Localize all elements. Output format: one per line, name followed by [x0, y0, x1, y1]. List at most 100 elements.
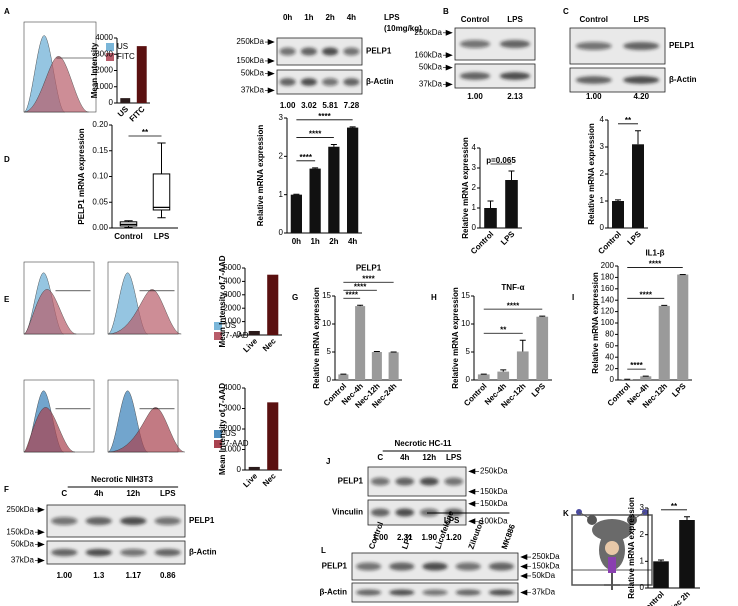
band — [623, 42, 660, 50]
band — [154, 517, 181, 525]
marker-arrow — [35, 529, 45, 536]
marker-arrow — [520, 589, 531, 596]
band — [300, 78, 317, 86]
panel-label: E — [4, 295, 10, 304]
histogram-curve — [23, 407, 75, 453]
marker-label: 37kDa — [532, 588, 556, 597]
row-label: β-Actin — [669, 75, 697, 84]
x-tick-label: Control — [114, 232, 142, 241]
x-tick-label: LPS — [154, 232, 170, 241]
bar — [658, 305, 670, 380]
lane-label: 12h — [126, 489, 140, 498]
marker-label: 160kDa — [414, 50, 442, 59]
legend-label: US — [225, 429, 236, 438]
y-tick-label: 4000 — [95, 33, 113, 42]
blot-header: (10mg/kg) — [384, 24, 422, 33]
marker-label: 50kDa — [532, 571, 556, 580]
band — [395, 477, 415, 486]
y-tick-label: 2000 — [223, 303, 241, 312]
y-tick-label: 4 — [600, 115, 605, 124]
lane-label: C — [377, 453, 383, 462]
y-tick-label: 3 — [279, 113, 284, 122]
lane-label: 12h — [422, 453, 436, 462]
y-tick-label: 1 — [279, 190, 284, 199]
lane-label: C — [61, 489, 67, 498]
significance-label: ** — [142, 128, 149, 137]
error-bar — [312, 167, 319, 169]
y-tick-label: 0.20 — [92, 120, 108, 129]
group-label: LPS — [444, 516, 460, 525]
chart-title: TNF-α — [501, 283, 524, 292]
significance-label: **** — [362, 274, 375, 283]
bar — [371, 352, 382, 380]
row-label: β-Actin — [366, 77, 394, 86]
legend-swatch — [106, 43, 114, 51]
marker-label: 250kDa — [480, 466, 508, 475]
panel-label: J — [326, 457, 330, 466]
y-tick-label: 2 — [640, 530, 645, 539]
significance-label: ** — [500, 325, 507, 334]
lane-label: LPS — [160, 489, 176, 498]
bar — [677, 274, 689, 380]
quantification: 1.00 — [280, 101, 296, 110]
quantification: 7.28 — [344, 101, 360, 110]
row-label: PELP1 — [338, 477, 364, 486]
y-axis-label: Mean Intensity of 7-AAD — [218, 255, 227, 347]
chart-title: PELP1 — [356, 263, 382, 272]
panel-label: D — [4, 155, 10, 164]
marker-label: 150kDa — [480, 499, 508, 508]
quantification: 1.90 — [421, 533, 437, 542]
significance-label: **** — [354, 282, 367, 291]
y-tick-label: 140 — [601, 295, 615, 304]
y-tick-label: 4000 — [223, 277, 241, 286]
bar — [653, 561, 669, 588]
y-tick-label: 0.00 — [92, 223, 108, 232]
lane-label: 0h — [283, 13, 292, 22]
error-bar — [658, 559, 664, 562]
panel-label: A — [4, 7, 10, 16]
significance-label: **** — [640, 290, 653, 299]
significance-label: ** — [625, 116, 632, 125]
quantification: 4.20 — [633, 92, 649, 101]
y-tick-label: 5 — [466, 347, 471, 356]
y-tick-label: 0 — [237, 465, 242, 474]
quantification: 1.3 — [93, 571, 105, 580]
marker-arrow — [520, 563, 531, 570]
band — [422, 589, 448, 596]
mouse-cartoon — [571, 509, 653, 590]
band — [279, 47, 296, 56]
bar — [309, 168, 321, 233]
marker-arrow — [468, 468, 479, 475]
y-axis-label: Mean Intensity of 7-AAD — [218, 383, 227, 475]
y-tick-label: 1 — [472, 203, 477, 212]
quantification: 1.00 — [586, 92, 602, 101]
x-tick-label: 1h — [310, 237, 319, 246]
y-axis-label: Relative mRNA expression — [451, 287, 460, 389]
significance-label: **** — [630, 361, 643, 370]
marker-label: 150kDa — [6, 527, 34, 536]
y-tick-label: 60 — [605, 341, 614, 350]
bar — [355, 306, 366, 380]
marker-label: 37kDa — [11, 556, 35, 565]
y-axis-label: Mean Intensity — [90, 42, 99, 98]
significance-label: **** — [300, 153, 313, 162]
y-tick-label: 160 — [601, 284, 615, 293]
panel-label: L — [321, 546, 326, 555]
y-tick-label: 5000 — [223, 263, 241, 272]
row-label: β-Actin — [319, 588, 347, 597]
lane-label: Control — [461, 15, 489, 24]
significance-label: **** — [309, 130, 322, 139]
panel-label: C — [563, 7, 569, 16]
row-label: PELP1 — [366, 47, 392, 56]
bar — [505, 180, 518, 228]
marker-arrow — [35, 506, 45, 513]
lane-label: 1h — [304, 13, 313, 22]
band — [370, 508, 390, 517]
y-axis-label: Relative mRNA expression — [591, 272, 600, 374]
significance-label: ** — [671, 502, 678, 511]
y-tick-label: 200 — [601, 261, 615, 270]
band — [343, 47, 360, 56]
y-tick-label: 0 — [600, 223, 605, 232]
bar — [328, 146, 340, 233]
